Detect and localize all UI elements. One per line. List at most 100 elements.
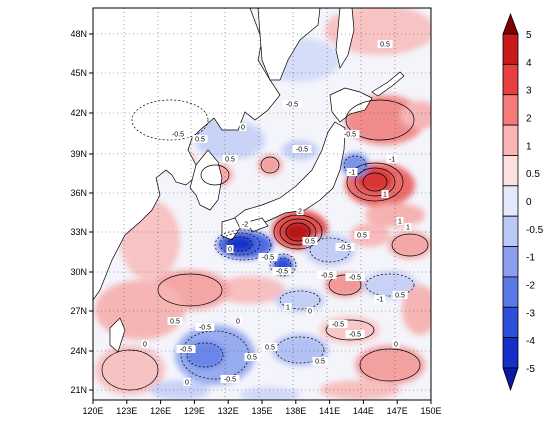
svg-text:-0.5: -0.5 [276, 269, 288, 276]
contour-label: -0.5 [328, 320, 348, 329]
contour-label: 0.5 [244, 353, 260, 362]
colorbar-swatch [502, 124, 519, 156]
contour-label: -0.5 [345, 273, 365, 282]
contour-labels: 0.5 -0.5 0 -1 1 2 -2 0.5 -0.5 0 -0.5 0.5 -1 -0.5 1 0.5 0… [141, 40, 412, 387]
contour-label: -0.5 [340, 130, 360, 139]
lat-tick-label: 21N [70, 385, 87, 395]
colorbar: 5 4 3 2 1 0.5 0 -0.5 -1 -2 -3 -4 -5 [502, 12, 544, 392]
lon-tick-label: 120E [82, 406, 103, 416]
svg-text:-1: -1 [389, 157, 395, 164]
contour-label: 0 [239, 123, 247, 132]
contour-label: -0.5 [345, 330, 365, 339]
contour-label: 0.5 [312, 357, 328, 366]
colorbar-swatch [502, 246, 519, 278]
svg-text:0: 0 [185, 380, 189, 387]
lon-tick-label: 135E [251, 406, 272, 416]
svg-text:0.5: 0.5 [380, 42, 390, 49]
svg-text:0: 0 [228, 247, 232, 254]
colorbar-swatch [502, 63, 519, 96]
colorbar-label: 5 [526, 30, 532, 41]
svg-text:-0.5: -0.5 [224, 377, 236, 384]
contour-label: -0.5 [258, 253, 278, 262]
svg-text:-0.5: -0.5 [286, 102, 298, 109]
colorbar-label: 1 [526, 141, 532, 152]
svg-text:-0.5: -0.5 [262, 255, 274, 262]
contour-label: 1 [284, 303, 292, 312]
svg-text:0.5: 0.5 [357, 233, 367, 240]
contour-label: 0 [234, 317, 242, 326]
svg-text:0.5: 0.5 [265, 345, 275, 352]
contour-label: -1 [386, 155, 398, 164]
svg-text:0: 0 [308, 309, 312, 316]
contour-label: -0.5 [292, 145, 312, 154]
lon-tick-label: 126E [150, 406, 171, 416]
svg-text:0: 0 [241, 125, 245, 132]
svg-text:0.5: 0.5 [225, 157, 235, 164]
colorbar-label: -0.5 [526, 225, 544, 236]
colorbar-label: -1 [526, 253, 535, 264]
latitude-axis: 21N 24N 27N 30N 33N 36N 39N 42N 45N 48N [70, 29, 93, 395]
lat-tick-label: 24N [70, 346, 87, 356]
contour-label: -1 [374, 295, 386, 304]
lon-tick-label: 132E [218, 406, 239, 416]
contour-label: 0.5 [392, 291, 408, 300]
lon-tick-label: 129E [184, 406, 205, 416]
colorbar-swatch [502, 337, 519, 369]
contour-label: 0.5 [262, 343, 278, 352]
contour-label: 0 [306, 307, 314, 316]
svg-text:-0.5: -0.5 [349, 275, 361, 282]
colorbar-label: -2 [526, 281, 535, 292]
contours-negative [131, 99, 415, 380]
colorbar-swatch [502, 185, 519, 217]
colorbar-label: 0 [526, 197, 532, 208]
contour-label: -0.5 [168, 130, 188, 139]
contour-label: 2 [296, 207, 304, 216]
lon-tick-label: 150E [420, 406, 441, 416]
svg-text:1: 1 [398, 219, 402, 226]
colorbar-label: 3 [526, 86, 532, 97]
colorbar-bottom-arrow [502, 367, 519, 392]
lat-tick-label: 30N [70, 267, 87, 277]
svg-text:-0.5: -0.5 [332, 322, 344, 329]
svg-text:-0.5: -0.5 [344, 132, 356, 139]
svg-text:1: 1 [286, 305, 290, 312]
contour-label: 0 [226, 245, 234, 254]
contour-label: -0.5 [176, 345, 196, 354]
lon-tick-label: 123E [116, 406, 137, 416]
lat-tick-label: 27N [70, 306, 87, 316]
svg-text:1: 1 [406, 225, 410, 232]
lat-tick-label: 36N [70, 188, 87, 198]
contour-label: 0.5 [192, 135, 208, 144]
contour-label: -1 [346, 168, 358, 177]
longitude-axis: 120E 123E 126E 129E 132E 135E 138E 141E 144E 147E… [82, 400, 442, 416]
svg-text:0: 0 [143, 342, 147, 349]
svg-text:-0.5: -0.5 [296, 147, 308, 154]
svg-text:-0.5: -0.5 [199, 325, 211, 332]
lon-tick-label: 147E [387, 406, 408, 416]
contour-label: -0.5 [282, 100, 302, 109]
contour-label: 0 [141, 340, 149, 349]
colorbar-label: 2 [526, 114, 532, 125]
contour-label: 0 [392, 340, 400, 349]
svg-text:0: 0 [394, 342, 398, 349]
colorbar-label: 4 [526, 58, 532, 69]
colorbar-swatch [502, 94, 519, 126]
land [93, 8, 405, 353]
contour-label: -0.5 [220, 375, 240, 384]
colorbar-swatch [502, 276, 519, 308]
lat-tick-label: 39N [70, 149, 87, 159]
contour-label: 1 [404, 223, 412, 232]
svg-text:0.5: 0.5 [305, 239, 315, 246]
graticule [93, 8, 431, 400]
contour-label: -0.5 [317, 271, 337, 280]
svg-text:-1: -1 [349, 170, 355, 177]
lat-tick-label: 33N [70, 227, 87, 237]
svg-text:-0.5: -0.5 [349, 332, 361, 339]
svg-text:-0.5: -0.5 [339, 245, 351, 252]
lat-tick-label: 48N [70, 29, 87, 39]
colorbar-label: -4 [526, 336, 535, 347]
lat-tick-label: 42N [70, 108, 87, 118]
colorbar-swatch [502, 155, 519, 187]
contour-label: 0.5 [302, 237, 318, 246]
